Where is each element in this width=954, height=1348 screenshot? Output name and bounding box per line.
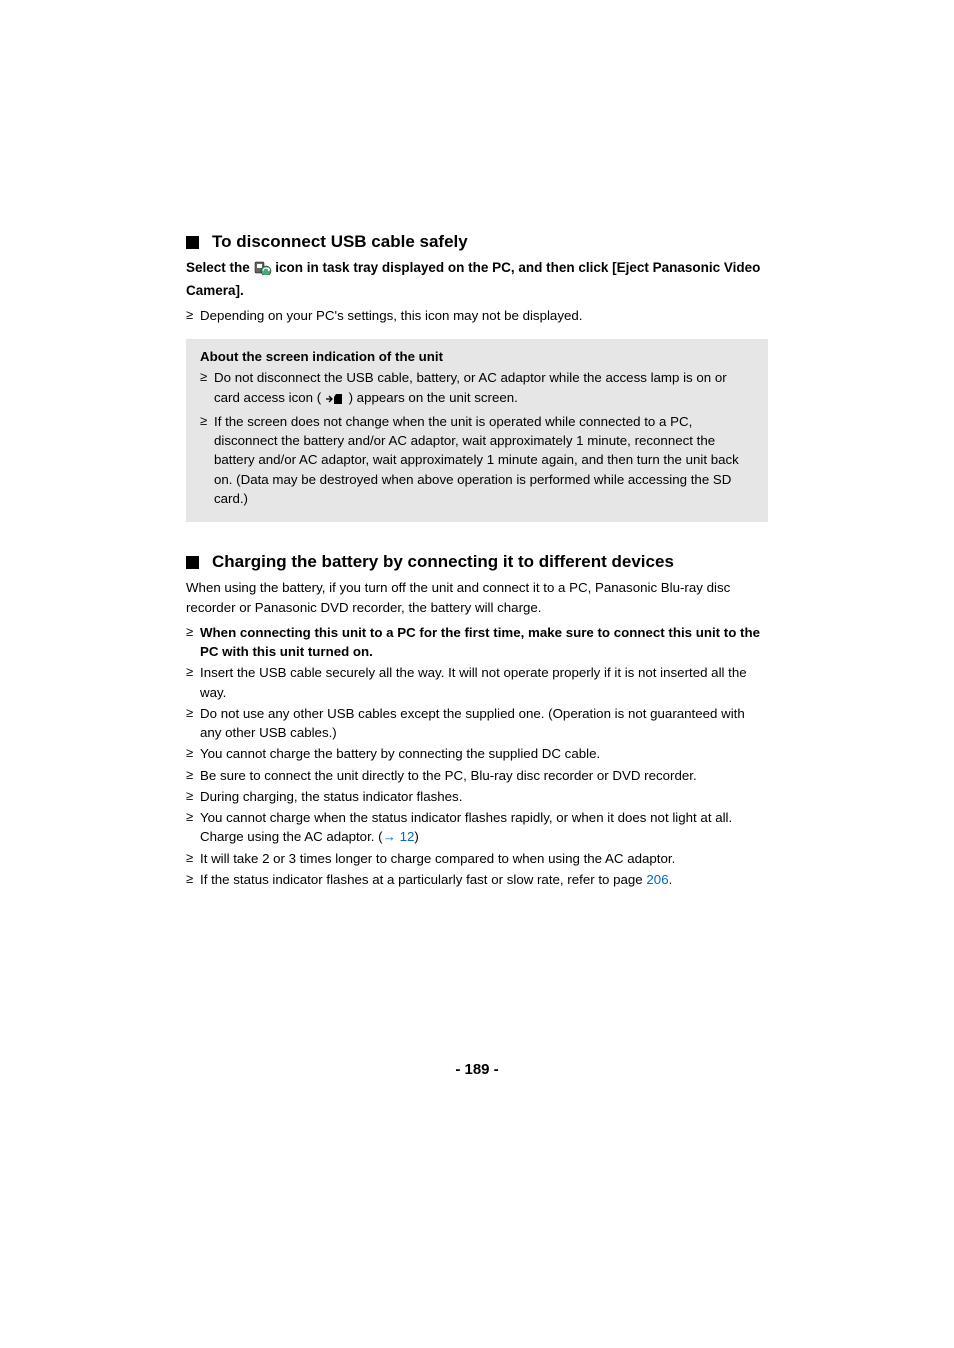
info-box-list: Do not disconnect the USB cable, battery… [200,368,754,508]
section-2-bullet-3: Do not use any other USB cables except t… [186,704,768,743]
section-1-heading: To disconnect USB cable safely [186,232,768,252]
usb-tray-icon [254,261,272,281]
page-link-206[interactable]: 206 [646,872,668,887]
intro-text-pre: Select the [186,260,254,275]
section-2-bullet-9: If the status indicator flashes at a par… [186,870,768,889]
info-box-bullet-2: If the screen does not change when the u… [200,412,754,508]
page-number: - 189 - [0,1061,954,1078]
section-1-bullet-1: Depending on your PC's settings, this ic… [186,306,768,325]
section-1-intro: Select the icon in task tray displayed o… [186,258,768,300]
section-2-bullet-5: Be sure to connect the unit directly to … [186,766,768,785]
section-2-bullet-4: You cannot charge the battery by connect… [186,744,768,763]
section-1-list: Depending on your PC's settings, this ic… [186,306,768,325]
info-b1-post: ) appears on the unit screen. [349,390,518,405]
page-link-12[interactable]: 12 [400,829,415,844]
section-2-heading: Charging the battery by connecting it to… [186,552,768,572]
section-1-title: To disconnect USB cable safely [212,232,468,252]
arrow-icon: → [383,829,396,844]
info-box-bullet-1: Do not disconnect the USB cable, battery… [200,368,754,410]
s2-b7-pre: You cannot charge when the status indica… [200,810,732,844]
s2-b9-post: . [669,872,673,887]
section-2-bullet-8: It will take 2 or 3 times longer to char… [186,849,768,868]
info-box: About the screen indication of the unit … [186,339,768,522]
info-box-title: About the screen indication of the unit [200,349,754,364]
section-2-bullet-6: During charging, the status indicator fl… [186,787,768,806]
section-2-list: When connecting this unit to a PC for th… [186,623,768,889]
document-page: To disconnect USB cable safely Select th… [0,0,954,1348]
section-2-intro: When using the battery, if you turn off … [186,578,768,617]
section-2-title: Charging the battery by connecting it to… [212,552,674,572]
intro-text-post: icon in task tray displayed on the PC, a… [186,260,760,298]
s2-b9-pre: If the status indicator flashes at a par… [200,872,646,887]
s2-b7-post: ) [414,829,418,844]
section-2-bullet-7: You cannot charge when the status indica… [186,808,768,847]
section-2-bullet-2: Insert the USB cable securely all the wa… [186,663,768,702]
card-access-icon [325,391,345,410]
section-bullet-icon [186,236,199,249]
section-2-bullet-1: When connecting this unit to a PC for th… [186,623,768,662]
s2-b1-bold: When connecting this unit to a PC for th… [200,625,760,659]
section-bullet-icon [186,556,199,569]
